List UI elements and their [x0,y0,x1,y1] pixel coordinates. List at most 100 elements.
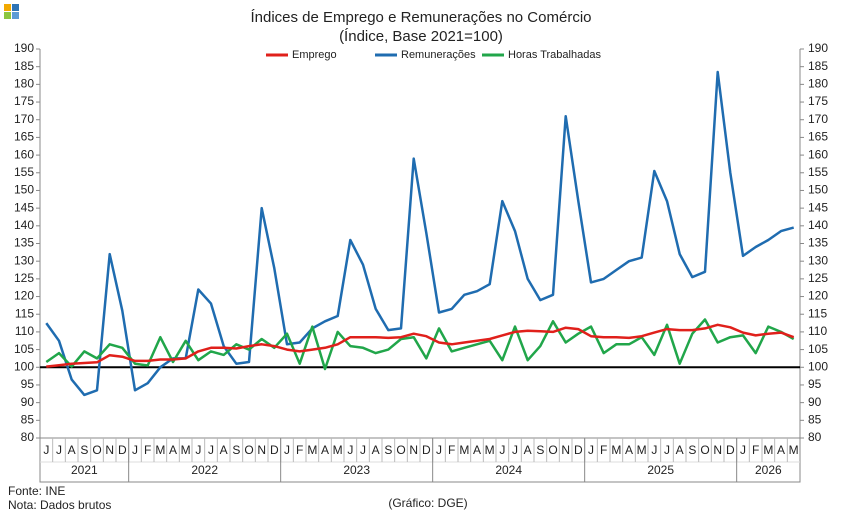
y2-tick-label: 95 [808,377,822,391]
x-tick-label: J [208,443,214,457]
x-tick-label: A [473,443,481,457]
y2-tick-label: 145 [808,200,828,214]
year-label: 2021 [71,463,98,477]
legend-label: Remunerações [401,49,476,61]
legend-label: Horas Trabalhadas [508,49,601,61]
y-tick-label: 80 [21,430,35,444]
x-tick-label: N [105,443,114,457]
y2-tick-label: 115 [808,306,827,320]
x-tick-label: F [600,443,607,457]
year-label: 2023 [343,463,370,477]
y2-tick-label: 110 [808,324,827,338]
x-tick-label: N [409,443,418,457]
y2-tick-label: 170 [808,112,828,126]
x-tick-label: N [713,443,722,457]
y-tick-label: 165 [14,130,34,144]
y-tick-label: 95 [21,377,35,391]
x-tick-label: O [700,443,709,457]
y2-tick-label: 150 [808,183,828,197]
x-tick-label: A [321,443,329,457]
y-tick-label: 90 [21,395,35,409]
legend-label: Emprego [292,49,337,61]
y-tick-label: 155 [14,165,34,179]
x-tick-label: J [56,443,62,457]
y2-tick-label: 125 [808,271,828,285]
x-tick-label: N [561,443,570,457]
x-tick-label: J [664,443,670,457]
x-tick-label: N [257,443,266,457]
y-tick-label: 150 [14,183,34,197]
x-tick-label: J [360,443,366,457]
x-tick-label: D [118,443,127,457]
year-label: 2024 [495,463,522,477]
y2-tick-label: 90 [808,395,822,409]
y2-tick-label: 105 [808,342,828,356]
logo [4,4,19,19]
y-tick-label: 85 [21,412,35,426]
x-tick-label: S [688,443,696,457]
y2-tick-label: 100 [808,359,828,373]
y-tick-label: 175 [14,94,34,108]
x-tick-label: A [220,443,228,457]
x-tick-label: M [181,443,191,457]
x-tick-label: M [611,443,621,457]
x-tick-label: M [155,443,165,457]
x-tick-label: J [588,443,594,457]
x-tick-label: J [651,443,657,457]
x-tick-label: S [80,443,88,457]
x-tick-label: J [740,443,746,457]
year-label: 2022 [191,463,218,477]
y-tick-label: 160 [14,147,34,161]
y2-tick-label: 155 [808,165,828,179]
x-tick-label: D [574,443,583,457]
y2-tick-label: 175 [808,94,828,108]
y-tick-label: 135 [14,236,34,250]
y-tick-label: 145 [14,200,34,214]
x-tick-label: D [270,443,279,457]
x-tick-label: O [244,443,253,457]
y-tick-label: 100 [14,359,34,373]
x-tick-label: F [296,443,303,457]
x-tick-label: A [777,443,785,457]
y2-tick-label: 190 [808,41,828,55]
series-line [46,323,795,368]
x-tick-label: J [499,443,505,457]
x-tick-label: M [333,443,343,457]
x-tick-label: J [436,443,442,457]
x-tick-label: J [132,443,138,457]
x-tick-label: O [548,443,557,457]
y2-tick-label: 80 [808,430,822,444]
year-label: 2026 [755,463,782,477]
x-tick-label: J [195,443,201,457]
y-tick-label: 170 [14,112,34,126]
y-tick-label: 190 [14,41,34,55]
y-tick-label: 125 [14,271,34,285]
x-tick-label: A [68,443,76,457]
x-tick-label: J [512,443,518,457]
y2-tick-label: 160 [808,147,828,161]
x-tick-label: J [43,443,49,457]
x-tick-label: M [307,443,317,457]
y2-tick-label: 120 [808,289,828,303]
y-tick-label: 110 [15,324,34,338]
y2-tick-label: 165 [808,130,828,144]
x-tick-label: A [372,443,380,457]
x-tick-label: J [347,443,353,457]
x-tick-label: A [169,443,177,457]
x-tick-label: O [396,443,405,457]
x-tick-label: O [92,443,101,457]
y2-tick-label: 180 [808,77,828,91]
y2-tick-label: 140 [808,218,828,232]
x-tick-label: M [789,443,799,457]
y-tick-label: 120 [14,289,34,303]
x-tick-label: A [524,443,532,457]
x-tick-label: M [763,443,773,457]
x-tick-label: F [448,443,455,457]
y2-tick-label: 85 [808,412,822,426]
source: Fonte: INE [8,484,65,498]
y-tick-label: 185 [14,59,34,73]
y2-tick-label: 135 [808,236,828,250]
x-tick-label: S [384,443,392,457]
x-tick-label: D [726,443,735,457]
